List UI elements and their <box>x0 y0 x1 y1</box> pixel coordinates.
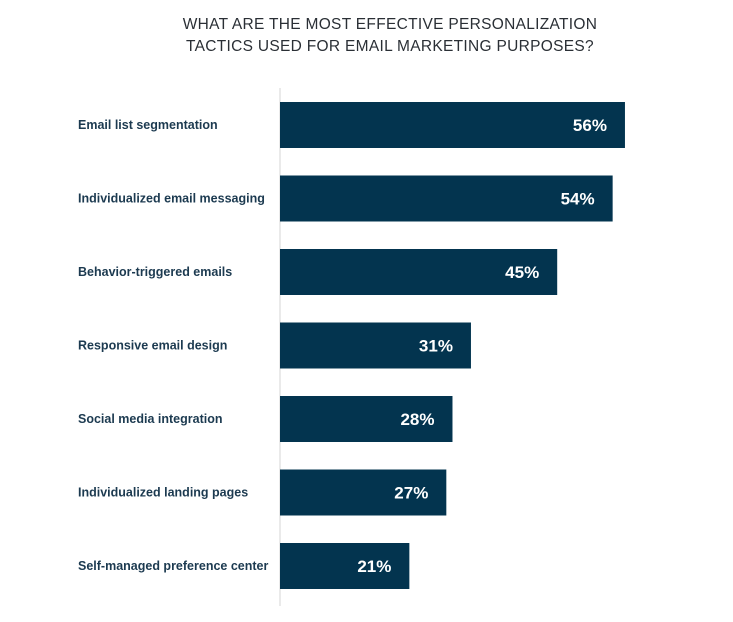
category-label: Behavior-triggered emails <box>78 265 232 279</box>
chart-title-line: TACTICS USED FOR EMAIL MARKETING PURPOSE… <box>186 38 594 55</box>
category-label: Social media integration <box>78 412 222 426</box>
chart-title-line: WHAT ARE THE MOST EFFECTIVE PERSONALIZAT… <box>182 16 598 33</box>
data-label: 54% <box>561 190 595 209</box>
category-label: Self-managed preference center <box>78 559 268 573</box>
bar <box>280 102 625 148</box>
bar <box>280 175 613 222</box>
category-label: Individualized landing pages <box>78 486 248 500</box>
category-label: Email list segmentation <box>78 118 218 132</box>
data-label: 21% <box>357 557 391 576</box>
category-label: Individualized email messaging <box>78 192 265 206</box>
bar <box>280 322 471 369</box>
data-label: 28% <box>400 410 434 429</box>
bar <box>280 469 447 516</box>
chart-title: WHAT ARE THE MOST EFFECTIVE PERSONALIZAT… <box>150 14 630 58</box>
category-label: Responsive email design <box>78 339 227 353</box>
bar <box>280 543 410 589</box>
data-label: 31% <box>419 337 453 356</box>
bar <box>280 396 453 442</box>
data-label: 45% <box>505 263 539 282</box>
data-label: 27% <box>394 484 428 503</box>
bar <box>280 249 558 295</box>
data-label: 56% <box>573 116 607 135</box>
